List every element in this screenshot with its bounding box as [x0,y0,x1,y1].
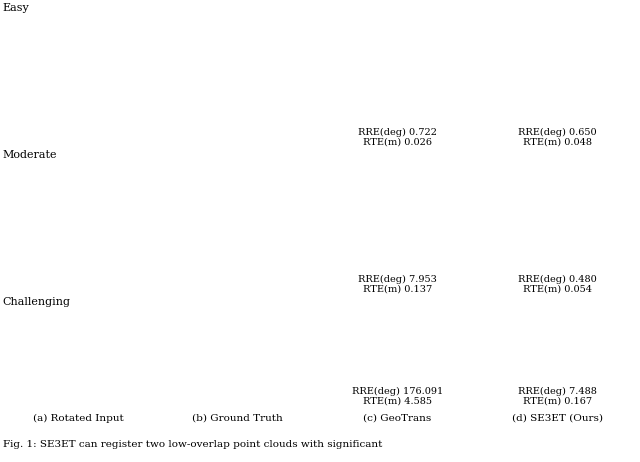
Text: RRE(deg) 0.722: RRE(deg) 0.722 [358,128,437,137]
Text: RTE(m) 0.137: RTE(m) 0.137 [363,285,432,294]
Text: Fig. 1: SE3ET can register two low-overlap point clouds with significant: Fig. 1: SE3ET can register two low-overl… [3,440,382,449]
Text: RTE(m) 0.054: RTE(m) 0.054 [523,285,592,294]
Text: RRE(deg) 0.480: RRE(deg) 0.480 [518,275,597,284]
Text: RRE(deg) 176.091: RRE(deg) 176.091 [352,387,443,396]
Text: RTE(m) 4.585: RTE(m) 4.585 [363,397,432,406]
Text: Challenging: Challenging [2,297,70,307]
Text: RTE(m) 0.026: RTE(m) 0.026 [363,138,432,147]
Text: Moderate: Moderate [2,150,56,160]
Text: RTE(m) 0.167: RTE(m) 0.167 [523,397,592,406]
Text: RRE(deg) 0.650: RRE(deg) 0.650 [518,128,597,137]
Text: RRE(deg) 7.953: RRE(deg) 7.953 [358,275,437,284]
Text: (b) Ground Truth: (b) Ground Truth [192,413,283,423]
Text: (d) SE3ET (Ours): (d) SE3ET (Ours) [512,413,603,423]
Text: (c) GeoTrans: (c) GeoTrans [364,413,431,423]
Text: Easy: Easy [2,3,29,13]
Text: RTE(m) 0.048: RTE(m) 0.048 [523,138,592,147]
Text: RRE(deg) 7.488: RRE(deg) 7.488 [518,387,597,396]
Text: (a) Rotated Input: (a) Rotated Input [33,413,124,423]
